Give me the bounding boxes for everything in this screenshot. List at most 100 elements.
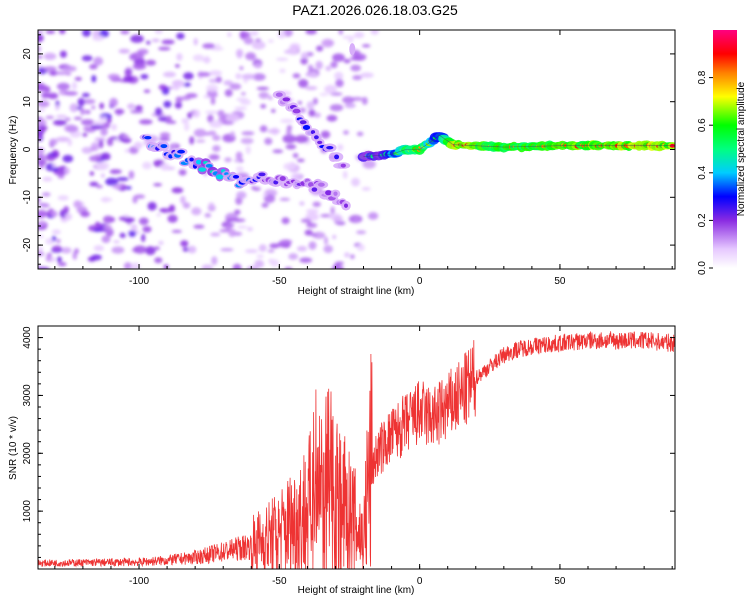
spectrogram-noise-cell [354,31,365,39]
spectrogram-noise-cell [111,184,123,189]
spectrogram-branch-lower-core [344,203,348,208]
spectrogram-noise-cell [307,64,314,71]
spectrogram-noise-cell [239,66,244,70]
spectrogram-noise-cell [132,195,138,204]
spectrogram-noise-cell [154,107,163,116]
spectrogram-noise-cell [153,183,163,187]
spectrogram-noise-cell [90,124,103,130]
spectrogram-branch-lower-core [273,180,279,185]
spectrogram-noise-cell [38,147,45,155]
spectrogram-noise-cell [55,71,69,75]
spectrogram-noise-cell [299,201,305,206]
spectrogram-noise-cell [183,72,194,80]
spectrogram-noise-cell [171,187,184,194]
spectrogram-noise-cell [82,132,88,137]
spectrogram-noise-cell [92,35,105,41]
spectrogram-noise-cell [51,245,63,252]
spectrogram-noise-cell [80,211,90,218]
spectrogram-noise-cell [145,246,156,256]
spectrogram-noise-cell [64,117,71,122]
snr-series-line [38,331,675,569]
spectrogram-noise-cell [153,246,160,251]
spectrogram-noise-cell [89,155,102,162]
spectrogram-noise-cell [91,105,96,110]
spectrogram-noise-cell [180,95,192,101]
x-tick-label: 0 [417,576,423,587]
spectrogram-noise-cell [251,40,266,50]
spectrogram-noise-cell [109,169,122,175]
spectrogram-noise-cell [288,253,299,260]
spectrogram-noise-cell [159,208,167,212]
spectrogram-noise-cell [259,125,268,133]
spectrogram-noise-cell [312,201,321,207]
spectrogram-noise-cell [331,264,344,269]
spectrogram-noise-cell [133,141,143,149]
spectrogram-branch-upper-core [334,154,340,160]
spectrogram-noise-cell [256,86,269,91]
spectrogram-noise-cell [171,229,182,233]
spectrogram-noise-cell [45,89,51,93]
spectrogram-noise-cell [61,247,72,254]
spectrogram-noise-cell [166,115,172,124]
spectrogram-noise-cell [93,228,103,232]
spectrogram-noise-cell [252,73,266,81]
spectrogram-noise-cell [46,155,56,162]
spectrogram-noise-cell [176,32,185,40]
spectrogram-noise-cell [38,196,41,203]
spectrogram-noise-cell [158,84,167,90]
spectrogram-noise-cell [93,245,105,252]
spectrogram-noise-cell [286,127,292,137]
spectrogram-noise-cell [82,30,91,37]
spectrogram-noise-cell [279,197,291,201]
spectrogram-noise-cell [247,227,253,232]
spectrogram-noise-cell [245,145,251,155]
spectrogram-noise-cell [121,134,130,140]
snr-panel: -100 -50 0 50 1000 2000 3000 4000 Height of st… [8,325,676,596]
spectrogram-noise-cell [201,264,214,269]
spectrogram-noise-cell [105,177,119,186]
spectrogram-noise-cell [81,55,93,62]
spectrogram-noise-cell [271,109,276,113]
spectrogram-noise-cell [106,137,114,147]
spectrogram-noise-cell [131,52,144,60]
spectrogram-noise [38,30,379,269]
spectrogram-noise-cell [99,116,108,121]
spectrogram-noise-cell [176,53,183,61]
spectrogram-noise-cell [352,75,363,81]
spectrogram-noise-cell [206,84,219,93]
spectrogram-branch-upper-core [302,125,311,130]
spectrogram-noise-cell [151,38,160,43]
spectrogram-noise-cell [191,207,202,216]
spectrogram-noise-cell [356,244,365,252]
y-tick-label: 4000 [22,326,33,349]
spectrogram-noise-cell [90,142,100,151]
spectrogram-noise-cell [42,192,51,197]
spectrogram-noise-cell [342,35,356,40]
spectrogram-noise-cell [370,30,379,35]
spectrogram-noise-cell [276,57,289,61]
spectrogram-noise-cell [59,30,66,35]
spectrogram-noise-cell [101,235,111,243]
spectrogram-noise-cell [175,64,180,68]
colorbar-tick-label: 0.6 [697,118,708,132]
spectrogram-noise-cell [163,100,172,108]
spectrogram-noise-cell [298,79,309,88]
spectrogram-noise-cell [127,103,136,110]
spectrogram-noise-cell [189,136,195,145]
spectrogram-noise-cell [272,149,284,154]
spectrogram-noise-cell [338,30,344,35]
spectrogram-noise-cell [300,57,308,65]
spectrogram-branch-lower-core [318,182,325,187]
spectrogram-noise-cell [102,215,114,224]
spectrogram-noise-cell [124,68,133,77]
spectrogram-branch-lower-core [198,167,207,172]
spectrogram-branch-lower-core [205,164,213,168]
figure-title: PAZ1.2026.026.18.03.G25 [292,2,458,18]
spectrogram-noise-cell [62,65,77,72]
spectrogram-noise-cell [38,33,44,43]
spectrogram-noise-cell [208,202,215,210]
spectrogram-branch-lower-core [160,144,168,149]
spectrogram-noise-cell [268,95,273,100]
spectrogram-noise-cell [210,97,216,105]
spectrogram-noise-cell [229,83,242,90]
